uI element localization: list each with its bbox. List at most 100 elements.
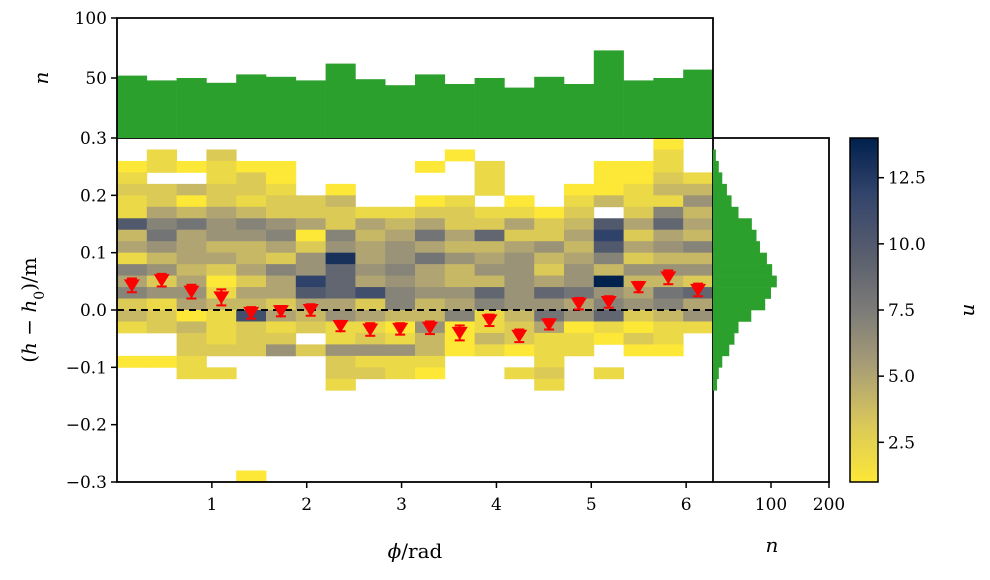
y-tick-label: −0.1 — [66, 358, 107, 378]
heatmap-cell — [355, 218, 386, 231]
mean-marker — [660, 269, 677, 286]
top-histogram-bar — [653, 78, 684, 138]
heatmap-cell — [176, 160, 207, 173]
heatmap-cell — [236, 298, 267, 311]
marker-triangle — [570, 297, 587, 311]
heatmap-cell — [593, 229, 624, 242]
mean-marker — [243, 306, 260, 320]
right-histogram-bar — [713, 275, 777, 288]
heatmap-cell — [683, 229, 714, 242]
heatmap-cell — [444, 252, 475, 265]
heatmap-cell — [325, 218, 356, 231]
heatmap-cell — [444, 310, 475, 322]
heatmap-cell — [444, 149, 475, 162]
heatmap-cell — [295, 252, 326, 265]
heatmap-cell — [474, 206, 505, 219]
heatmap-cell — [176, 298, 207, 311]
heatmap-cell — [623, 172, 654, 185]
marker-triangle — [183, 285, 200, 299]
heatmap-cell — [474, 229, 505, 242]
heatmap-cell — [623, 195, 654, 208]
heatmap-cell — [385, 218, 416, 231]
colorbar-tick-label: 5.0 — [888, 367, 915, 387]
heatmap-cell — [117, 321, 148, 334]
top-histogram-bar — [564, 84, 595, 138]
heatmap-cell — [325, 241, 356, 254]
mean-marker — [123, 277, 140, 294]
heatmap-cell — [176, 332, 207, 345]
colorbar-tick-label: 12.5 — [888, 169, 926, 189]
heatmap-cell — [653, 195, 684, 208]
heatmap-cell — [534, 367, 565, 380]
right-x-tick-label: 200 — [813, 495, 845, 515]
heatmap-cell — [146, 149, 177, 162]
heatmap-cell — [355, 287, 386, 299]
heatmap-cell — [117, 298, 148, 311]
heatmap-cell — [325, 183, 356, 196]
top-histogram-bar — [146, 80, 177, 138]
heatmap-cell — [206, 183, 237, 196]
heatmap-cell — [653, 344, 684, 357]
main-x-axis-label: ϕ/rad — [388, 539, 443, 563]
heatmap-cell — [236, 332, 267, 345]
heatmap-cell — [146, 160, 177, 173]
heatmap-cell — [504, 321, 535, 334]
heatmap-cell — [593, 264, 624, 276]
heatmap-cell — [146, 206, 177, 219]
heatmap-cell — [176, 321, 207, 334]
heatmap-cell — [266, 252, 297, 265]
heatmap-cell — [236, 252, 267, 265]
heatmap-cell — [534, 378, 565, 391]
heatmap-cell — [146, 183, 177, 196]
heatmap-cell — [444, 275, 475, 288]
heatmap-cell — [593, 310, 624, 322]
top-histogram-y-axis: 50 100 — [75, 9, 117, 89]
heatmap-cell — [415, 355, 446, 368]
right-histogram — [713, 149, 777, 391]
marker-triangle — [272, 305, 289, 318]
heatmap-cell — [593, 332, 624, 345]
marker-triangle — [630, 281, 647, 294]
heatmap-cell — [623, 160, 654, 173]
heatmap-cell — [206, 229, 237, 242]
marker-triangle — [332, 320, 349, 333]
heatmap-cell — [683, 206, 714, 219]
heatmap-cell — [146, 298, 177, 311]
heatmap-cell — [444, 264, 475, 276]
heatmap-cell — [504, 344, 535, 357]
heatmap-cell — [117, 355, 148, 368]
marker-triangle — [153, 274, 170, 287]
top-histogram-bar — [206, 82, 237, 138]
heatmap-cell — [176, 275, 207, 288]
heatmap-cell — [325, 355, 356, 368]
heatmap-cell — [236, 160, 267, 173]
heatmap-cell — [236, 470, 267, 483]
heatmap-cell — [653, 206, 684, 219]
heatmap-cell — [117, 264, 148, 276]
heatmap-cell — [653, 149, 684, 162]
heatmap-cell — [653, 172, 684, 185]
heatmap-cell — [146, 287, 177, 299]
heatmap-cell — [325, 229, 356, 242]
heatmap-cell — [266, 344, 297, 357]
heatmap-cell — [653, 218, 684, 231]
heatmap-cell — [593, 160, 624, 173]
heatmap-cell — [593, 275, 624, 288]
right-histogram-bar — [713, 206, 739, 219]
heatmap-cell — [683, 275, 714, 288]
heatmap-cell — [295, 344, 326, 357]
heatmap-cell — [325, 252, 356, 265]
top-histogram-bar — [295, 80, 326, 138]
heatmap-cell — [146, 229, 177, 242]
top-histogram-bar — [325, 63, 356, 138]
right-histogram-bar — [713, 310, 752, 322]
mean-marker — [272, 304, 289, 318]
heatmap-cell — [146, 241, 177, 254]
heatmap-cell — [534, 344, 565, 357]
heatmap-cell — [355, 367, 386, 380]
heatmap-cell — [564, 241, 595, 254]
heatmap-cell — [653, 138, 684, 150]
heatmap-cell — [266, 172, 297, 185]
heatmap-cell — [534, 287, 565, 299]
heatmap-cell — [683, 264, 714, 276]
